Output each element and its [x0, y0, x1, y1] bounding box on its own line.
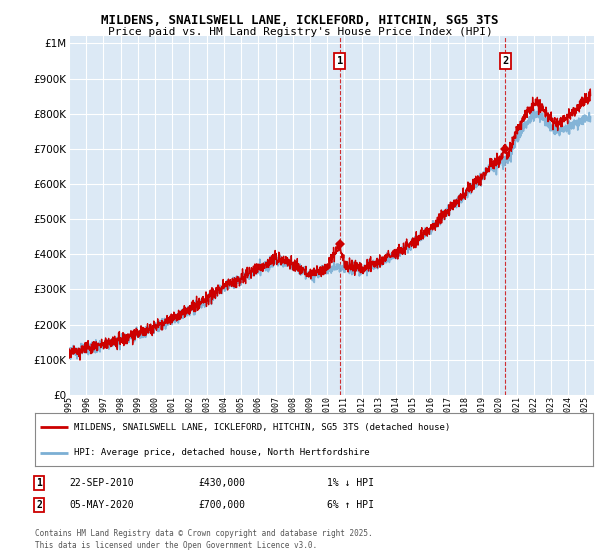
Text: HPI: Average price, detached house, North Hertfordshire: HPI: Average price, detached house, Nort… — [74, 448, 370, 457]
Text: 2: 2 — [36, 500, 42, 510]
Text: 22-SEP-2010: 22-SEP-2010 — [69, 478, 134, 488]
Text: £430,000: £430,000 — [198, 478, 245, 488]
Text: MILDENS, SNAILSWELL LANE, ICKLEFORD, HITCHIN, SG5 3TS (detached house): MILDENS, SNAILSWELL LANE, ICKLEFORD, HIT… — [74, 423, 450, 432]
Text: 1% ↓ HPI: 1% ↓ HPI — [327, 478, 374, 488]
Text: 2: 2 — [502, 56, 508, 66]
Text: 1: 1 — [337, 56, 343, 66]
Text: 05-MAY-2020: 05-MAY-2020 — [69, 500, 134, 510]
Text: Contains HM Land Registry data © Crown copyright and database right 2025.
This d: Contains HM Land Registry data © Crown c… — [35, 529, 373, 550]
Text: 6% ↑ HPI: 6% ↑ HPI — [327, 500, 374, 510]
Text: Price paid vs. HM Land Registry's House Price Index (HPI): Price paid vs. HM Land Registry's House … — [107, 27, 493, 37]
Text: MILDENS, SNAILSWELL LANE, ICKLEFORD, HITCHIN, SG5 3TS: MILDENS, SNAILSWELL LANE, ICKLEFORD, HIT… — [101, 14, 499, 27]
Text: £700,000: £700,000 — [198, 500, 245, 510]
Text: 1: 1 — [36, 478, 42, 488]
